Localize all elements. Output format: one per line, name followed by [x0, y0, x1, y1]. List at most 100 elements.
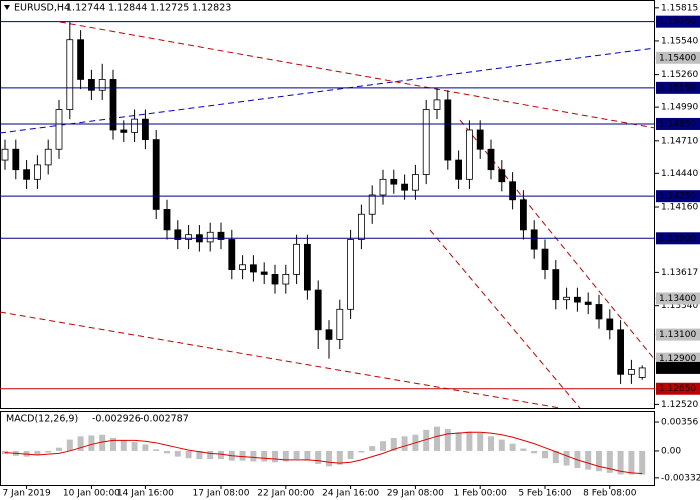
macd-bar [596, 450, 602, 472]
candle-body [628, 369, 635, 375]
candle-body [34, 164, 41, 180]
y-tick-label: 1.15260 [661, 70, 698, 80]
macd-bar [56, 447, 62, 451]
x-tick-label: 29 Jan 08:00 [387, 489, 444, 499]
macd-bar [628, 450, 635, 475]
y-tick-label: 1.13340 [661, 301, 698, 311]
macd-bar [520, 448, 527, 451]
x-tick-label: 1 Feb 00:00 [454, 489, 508, 499]
x-tick-label: 22 Jan 00:00 [257, 489, 314, 499]
candle-body [163, 209, 171, 231]
level-box [656, 15, 700, 28]
level-label: 1.13100 [659, 330, 696, 340]
candle-body [422, 109, 430, 175]
y-tick-label: 1.14160 [661, 203, 698, 213]
macd-y-tick-label: 0.00356 [661, 418, 698, 428]
macd-bar [164, 450, 170, 454]
macd-bar [552, 450, 559, 464]
candle-body [44, 148, 52, 166]
macd-bar [488, 436, 494, 451]
candle-body [509, 181, 517, 201]
y-tick-label: 1.12520 [661, 400, 698, 410]
high-value: 1.12844 [108, 3, 147, 14]
x-tick-label: 5 Feb 16:00 [518, 489, 572, 499]
candle-body [638, 367, 646, 378]
candle-body [487, 148, 495, 171]
candle-body [444, 99, 452, 161]
macd-bar [498, 439, 505, 451]
macd-value: -0.002926 [92, 414, 141, 425]
macd-bar [77, 436, 84, 451]
candle-body [617, 329, 624, 375]
y-tick-label: 1.15540 [661, 36, 698, 46]
macd-bar [455, 432, 462, 451]
candle-body [66, 39, 74, 110]
candle-body [271, 274, 279, 285]
candle-body [293, 243, 301, 275]
candle-body [411, 174, 419, 191]
macd-bar [153, 449, 160, 451]
candle-body [336, 308, 344, 340]
candle-body [88, 79, 95, 91]
macd-bar [45, 450, 52, 453]
macd-bar [185, 450, 192, 459]
level-box [656, 117, 700, 130]
trend-line [59, 21, 656, 129]
macd-bar [390, 437, 397, 451]
macd-y-tick-label: 0.00 [661, 446, 681, 456]
candle-body [379, 178, 387, 196]
close-value: 1.12823 [192, 3, 231, 14]
trend-line [429, 229, 581, 409]
macd-bar [315, 450, 322, 464]
y-tick-label: 1.14990 [661, 103, 698, 113]
main-panel-frame [0, 0, 655, 409]
level-label: 1.12650 [659, 384, 696, 394]
candle-body [55, 109, 63, 150]
macd-bar [423, 429, 430, 451]
candle-body [12, 148, 20, 171]
current-price-box [656, 361, 700, 374]
x-tick-label: 17 Jan 08:00 [193, 489, 250, 499]
y-tick-label: 1.14440 [661, 169, 698, 179]
candle-body [347, 239, 355, 310]
macd-panel-frame [0, 411, 655, 486]
candle-body [239, 264, 247, 270]
level-label: 1.14250 [659, 192, 696, 202]
macd-bar [218, 450, 224, 460]
macd-bar [261, 450, 268, 462]
signal-line [4, 431, 643, 475]
macd-bar [326, 450, 332, 467]
macd-bar [110, 437, 116, 451]
candle-body [498, 169, 506, 183]
level-box [656, 382, 700, 395]
candle-body [141, 118, 149, 141]
trend-line [0, 311, 561, 409]
candle-body [185, 234, 193, 240]
candle-body [606, 318, 614, 331]
macd-bar [509, 443, 516, 451]
candle-body [368, 194, 376, 215]
x-tick-label: 7 Jan 2019 [2, 489, 50, 499]
candle-body [152, 139, 160, 210]
candle-body [217, 231, 225, 240]
candle-body [303, 243, 311, 291]
macd-bar [563, 450, 570, 466]
level-label: 1.15150 [659, 83, 696, 93]
macd-bar [88, 435, 95, 451]
candle-body [433, 99, 441, 110]
candle-body [77, 39, 84, 80]
macd-bar [99, 434, 106, 451]
candle-body [584, 301, 592, 305]
macd-bar [239, 450, 246, 461]
macd-name: MACD(12,26,9) [6, 414, 78, 425]
candle-body [390, 178, 398, 185]
macd-y-tick-label: -0.00332 [661, 473, 700, 483]
macd-bar [542, 450, 548, 459]
level-box [656, 292, 700, 305]
candle-body [249, 264, 257, 273]
macd-bar [477, 433, 484, 451]
candle-body [595, 304, 603, 320]
level-box [656, 328, 700, 341]
candle-body [563, 296, 570, 301]
